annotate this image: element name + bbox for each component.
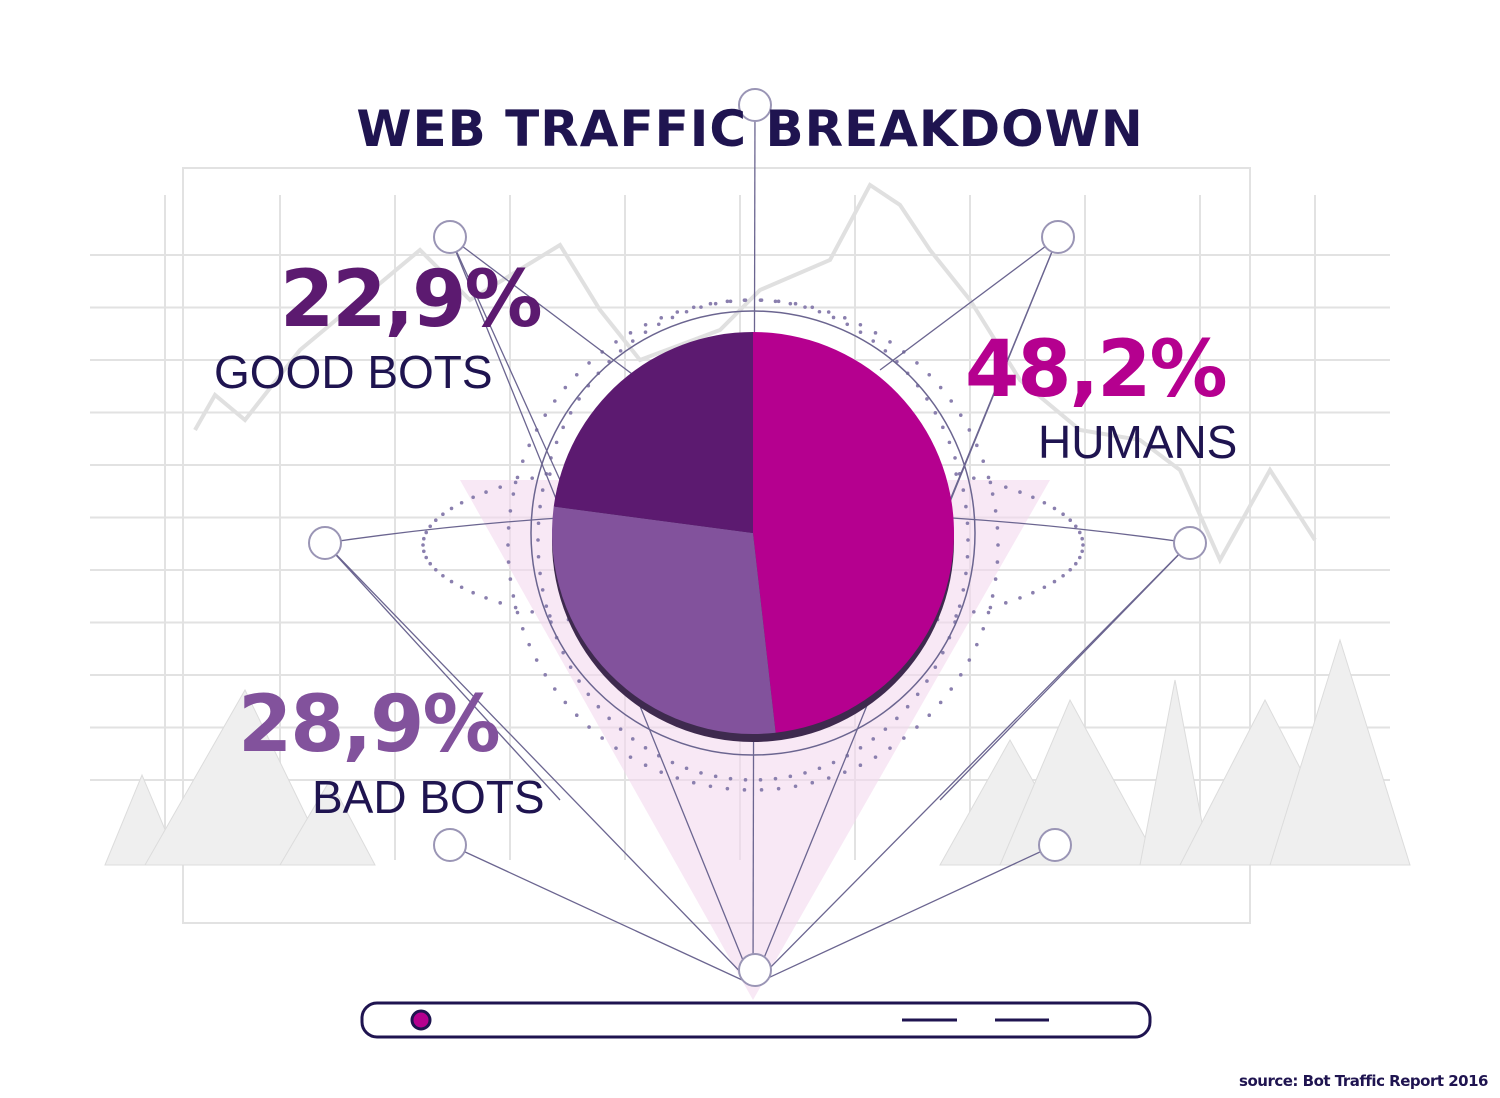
- outer-ring: [530, 310, 976, 756]
- slider-bar: [360, 1001, 1152, 1039]
- humans-percent: 48,2%: [965, 325, 1228, 415]
- chart-title: WEB TRAFFIC BREAKDOWN: [356, 100, 1144, 158]
- network-node-icon: [433, 828, 467, 862]
- network-node-icon: [308, 526, 342, 560]
- slider-dot: [410, 1009, 432, 1031]
- pie-slice-bad-bots: [552, 506, 776, 734]
- bad-bots-percent: 28,9%: [238, 680, 501, 770]
- network-node-icon: [738, 88, 772, 122]
- bad-bots-label: BAD BOTS: [312, 771, 545, 823]
- network-node-icon: [1041, 220, 1075, 254]
- good-bots-percent: 22,9%: [280, 255, 543, 345]
- network-node-icon: [1173, 526, 1207, 560]
- humans-label: HUMANS: [1038, 416, 1238, 468]
- pie-slice-humans: [753, 332, 954, 733]
- network-node-icon: [433, 220, 467, 254]
- pie-slice-good-bots: [553, 332, 753, 533]
- source-note: source: Bot Traffic Report 2016: [1239, 1072, 1488, 1090]
- network-node-icon: [1038, 828, 1072, 862]
- network-node-icon: [738, 953, 772, 987]
- good-bots-label: GOOD BOTS: [214, 346, 493, 398]
